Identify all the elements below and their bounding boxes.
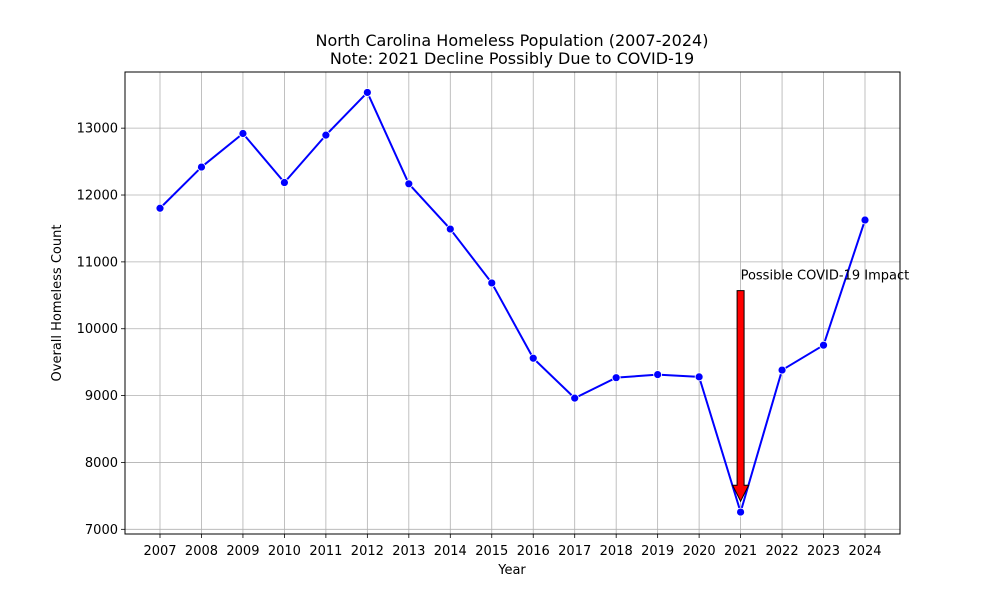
chart-title: North Carolina Homeless Population (2007… bbox=[316, 31, 709, 50]
x-tick-label: 2007 bbox=[143, 544, 176, 559]
annotation: Possible COVID-19 Impact bbox=[731, 268, 910, 503]
x-tick-label: 2020 bbox=[683, 544, 716, 559]
data-point bbox=[653, 370, 663, 380]
x-tick-label: 2024 bbox=[848, 544, 881, 559]
x-tick-label: 2015 bbox=[475, 544, 508, 559]
data-point bbox=[197, 162, 206, 172]
data-point bbox=[528, 353, 538, 363]
data-point bbox=[238, 129, 248, 138]
x-tick-label: 2019 bbox=[641, 544, 674, 559]
data-point bbox=[694, 372, 704, 382]
y-tick-label: 7000 bbox=[85, 523, 118, 538]
x-tick-label: 2021 bbox=[724, 544, 757, 559]
plot-area-frame bbox=[124, 71, 901, 535]
data-point bbox=[155, 203, 165, 213]
y-axis-ticks: 7000 8000 9000 10000 11000 12000 13000 bbox=[77, 122, 125, 538]
data-point bbox=[280, 178, 289, 187]
y-tick-label: 9000 bbox=[85, 389, 118, 404]
x-tick-label: 2010 bbox=[268, 544, 301, 559]
x-tick-label: 2011 bbox=[309, 544, 342, 559]
x-tick-label: 2014 bbox=[434, 544, 467, 559]
series bbox=[155, 88, 870, 517]
data-point bbox=[362, 88, 372, 97]
data-point bbox=[611, 373, 621, 383]
x-axis-ticks: 2007 2008 2009 2010 2011 2012 2013 2014 2015 2016… bbox=[143, 534, 882, 559]
y-tick-label: 10000 bbox=[77, 322, 118, 337]
x-tick-label: 2022 bbox=[766, 544, 799, 559]
data-point bbox=[445, 224, 455, 234]
y-tick-label: 8000 bbox=[85, 456, 118, 471]
annotation-text: Possible COVID-19 Impact bbox=[741, 268, 910, 283]
x-axis-label: Year bbox=[497, 563, 526, 578]
data-point bbox=[819, 340, 828, 350]
x-tick-label: 2008 bbox=[185, 544, 218, 559]
x-tick-label: 2012 bbox=[351, 544, 384, 559]
data-point bbox=[736, 507, 745, 517]
data-point bbox=[777, 365, 787, 375]
x-tick-label: 2023 bbox=[807, 544, 840, 559]
x-tick-label: 2009 bbox=[226, 544, 259, 559]
x-tick-label: 2016 bbox=[517, 544, 550, 559]
data-point bbox=[404, 179, 414, 189]
annotation-arrow bbox=[731, 290, 750, 503]
data-point bbox=[860, 215, 870, 225]
y-tick-label: 12000 bbox=[77, 189, 118, 204]
data-point bbox=[570, 393, 580, 403]
chart-subtitle: Note: 2021 Decline Possibly Due to COVID… bbox=[330, 49, 694, 68]
x-tick-label: 2017 bbox=[558, 544, 591, 559]
data-point bbox=[487, 278, 497, 288]
data-point bbox=[321, 130, 331, 140]
y-axis-label: Overall Homeless Count bbox=[50, 225, 65, 382]
x-tick-label: 2013 bbox=[392, 544, 425, 559]
y-tick-label: 11000 bbox=[77, 255, 118, 270]
y-tick-label: 13000 bbox=[77, 122, 118, 137]
x-tick-label: 2018 bbox=[600, 544, 633, 559]
